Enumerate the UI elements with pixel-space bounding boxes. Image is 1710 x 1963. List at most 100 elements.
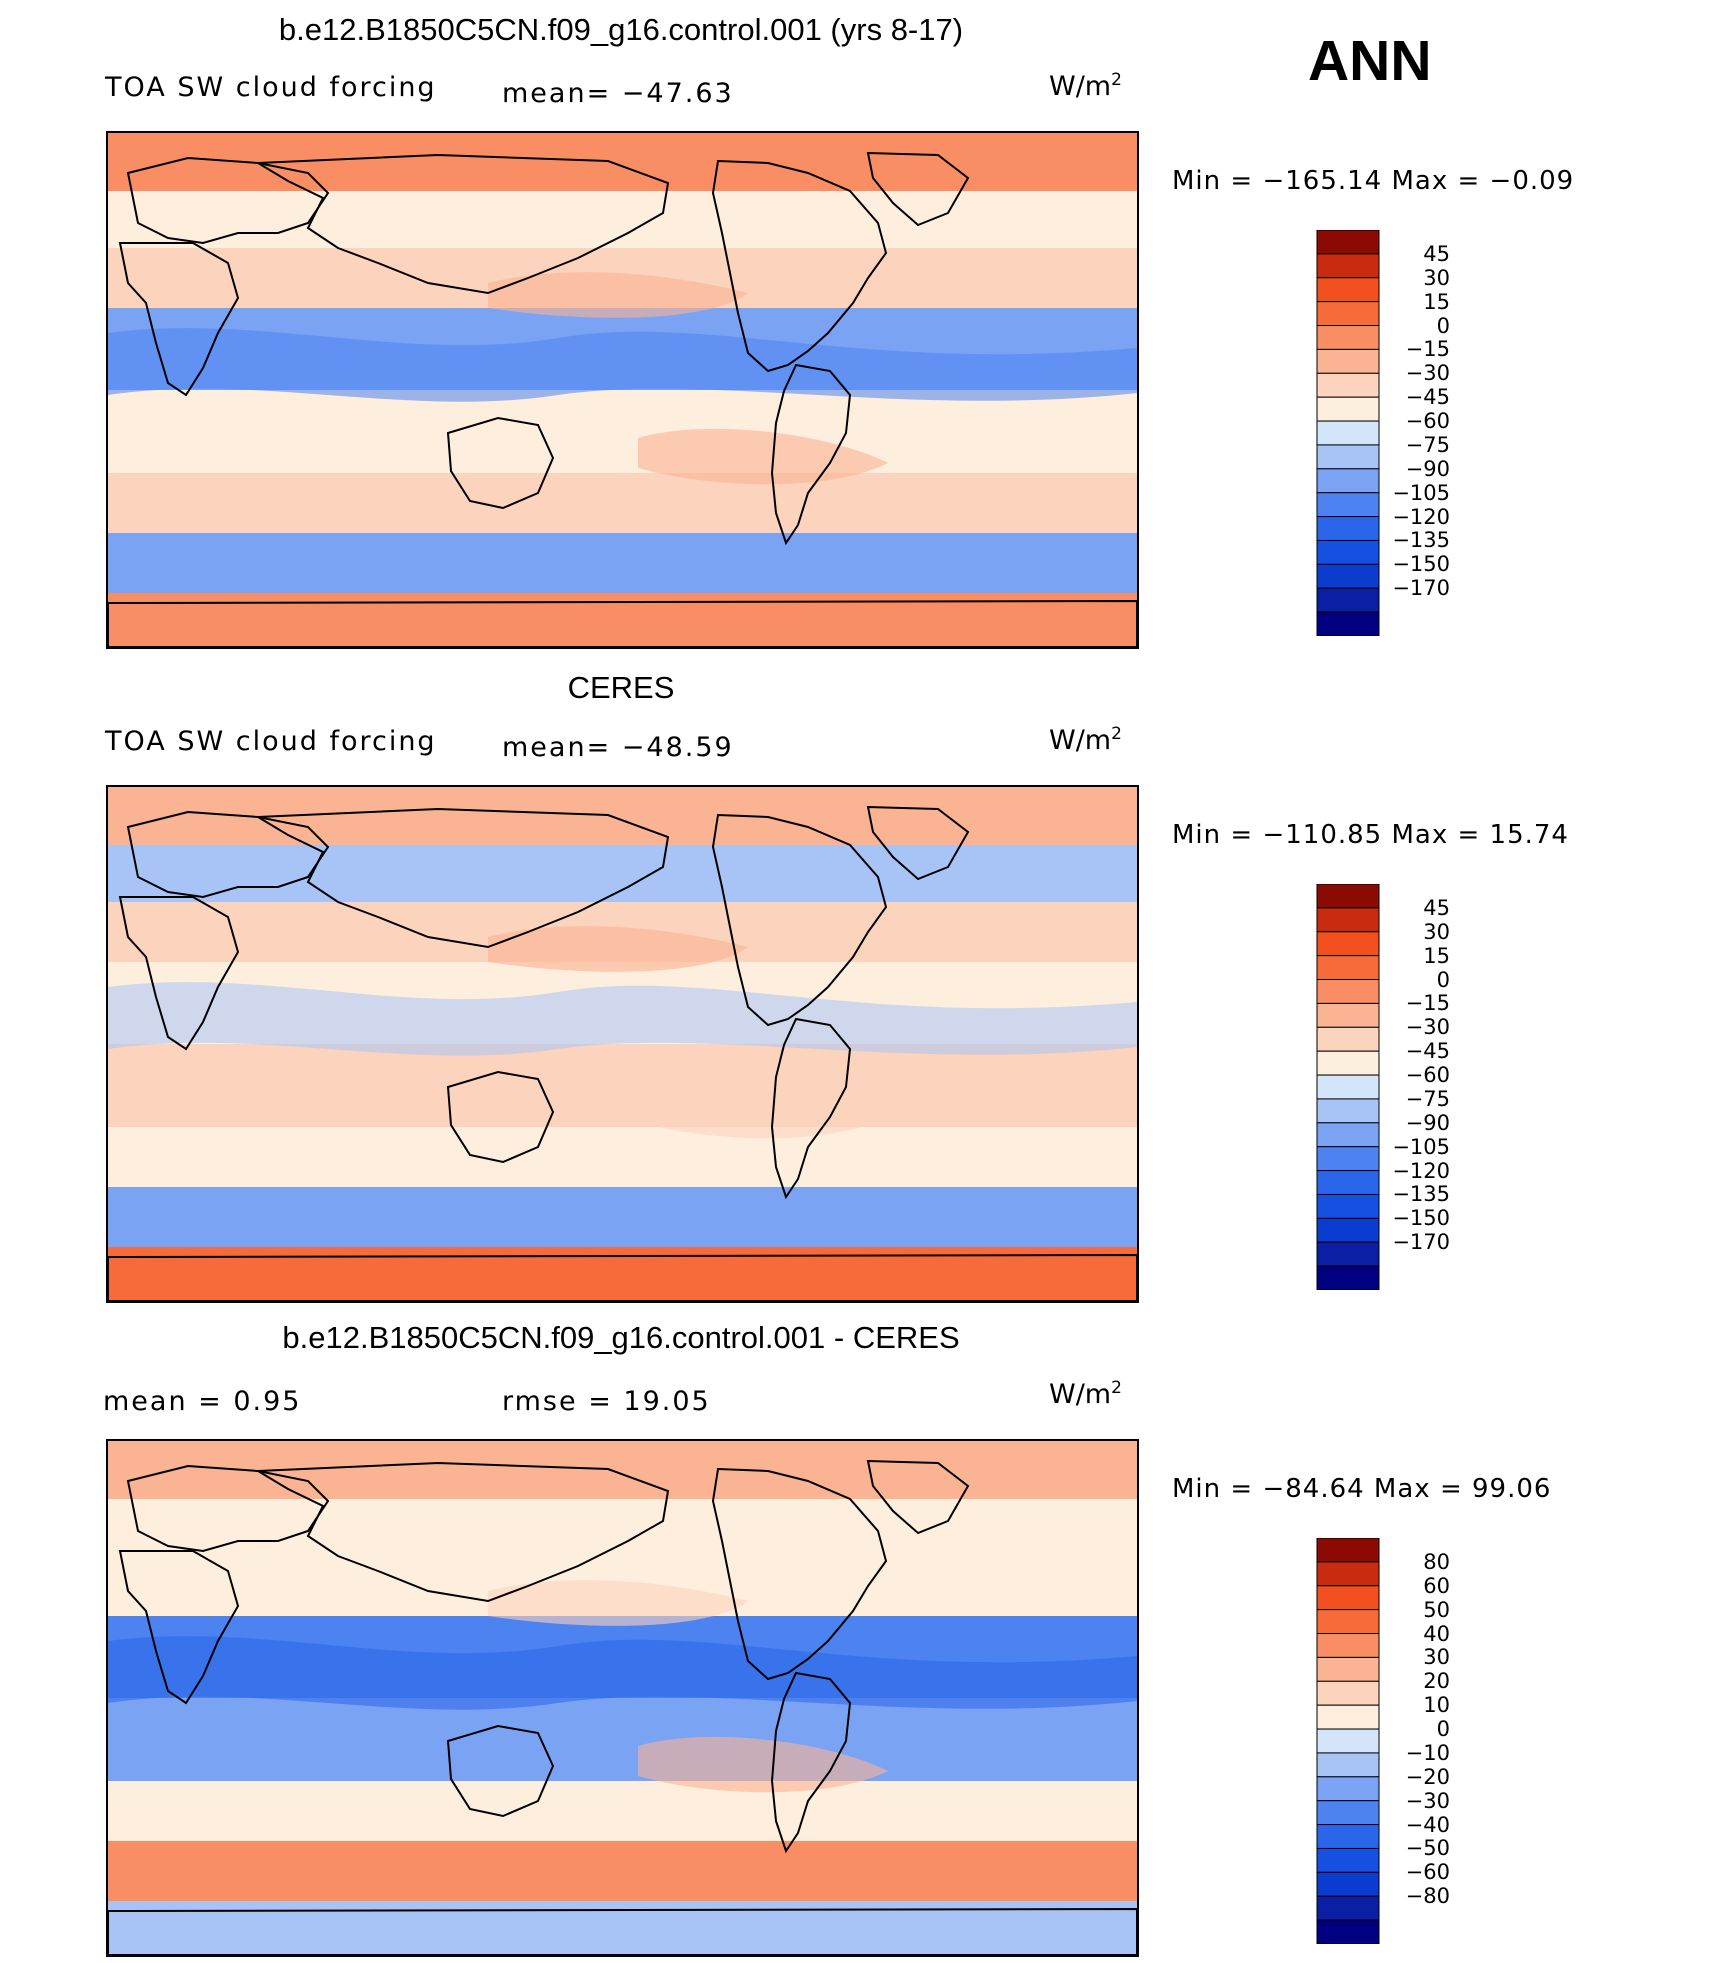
africa-coastline: [118, 896, 240, 1051]
colorbar-label: −45: [1405, 385, 1450, 410]
colorbar-swatch: [1316, 1776, 1380, 1802]
colorbar-swatch: [1316, 907, 1380, 933]
colorbar-label: −75: [1405, 432, 1450, 457]
zone-band-0-20s: [108, 390, 1137, 473]
colorbar-label: −10: [1405, 1740, 1450, 1765]
zone-band-40-60s: [108, 533, 1137, 593]
panel-3-units: W/m2: [1049, 1378, 1122, 1410]
south-america-coastline: [770, 1671, 852, 1854]
colorbar-swatch: [1316, 492, 1380, 518]
panel-3-minmax: Min = −84.64 Max = 99.06: [1172, 1474, 1552, 1504]
panel-3-mean-label: mean = 0.95: [103, 1386, 302, 1417]
colorbar-swatch: [1316, 979, 1380, 1004]
africa-coastline: [118, 1550, 240, 1705]
panel-2-map: [106, 785, 1139, 1303]
colorbar-swatch: [1316, 884, 1380, 909]
colorbar-swatch: [1316, 1609, 1380, 1635]
south-america-coastline: [770, 363, 852, 546]
colorbar-label: −50: [1405, 1836, 1450, 1861]
zone-band-0-20s: [108, 1044, 1137, 1127]
asia-coastline: [254, 807, 670, 949]
colorbar-swatch: [1316, 396, 1380, 422]
australia-coastline: [446, 416, 555, 510]
colorbar-label: 0: [1436, 1717, 1450, 1742]
panel-1-map-svg: [108, 133, 1137, 647]
colorbar-swatch: [1316, 1680, 1380, 1706]
colorbar-label: −105: [1392, 1134, 1450, 1159]
colorbar-label: 30: [1423, 919, 1450, 944]
colorbar-label: 45: [1423, 895, 1450, 920]
zone-band-20-40s: [108, 1781, 1137, 1841]
colorbar-swatch: [1316, 1098, 1380, 1124]
colorbar-label: −30: [1405, 361, 1450, 386]
colorbar-swatch: [1316, 1919, 1380, 1944]
colorbar-swatch: [1316, 1122, 1380, 1148]
colorbar-swatch: [1316, 372, 1380, 398]
colorbar-svg: [1316, 1538, 1380, 1944]
colorbar-label: −60: [1405, 1063, 1450, 1088]
colorbar-swatch: [1316, 1704, 1380, 1730]
zone-band-40-60s: [108, 1187, 1137, 1247]
colorbar-label: 10: [1423, 1693, 1450, 1718]
colorbar-swatch: [1316, 1561, 1380, 1587]
colorbar-swatch: [1316, 1241, 1380, 1267]
colorbar-swatch: [1316, 253, 1380, 279]
colorbar-label: −135: [1392, 528, 1450, 553]
colorbar-label: 0: [1436, 967, 1450, 992]
colorbar-swatch: [1316, 1002, 1380, 1028]
colorbar-swatch: [1316, 1871, 1380, 1897]
colorbar-label: −60: [1405, 409, 1450, 434]
greenland-coastline: [866, 805, 970, 881]
europe-coastline: [126, 810, 330, 899]
subtropical-contour: [488, 272, 748, 318]
zone-band-0-20s: [108, 1698, 1137, 1781]
australia-coastline: [446, 1070, 555, 1164]
panel-2-colorbar: 45 30 15 0 −15 −30 −45 −60 −75 −90 −105 −120 −135 −15…: [1316, 884, 1450, 1290]
season-label: ANN: [1308, 29, 1432, 93]
panel-2-title: CERES: [567, 670, 675, 705]
panel-1-minmax: Min = −165.14 Max = −0.09: [1172, 166, 1575, 196]
subtropical-contour: [488, 926, 748, 972]
panel-2-mean-label: mean= −48.59: [502, 732, 734, 763]
colorbar-label: −15: [1405, 991, 1450, 1016]
colorbar-swatch: [1316, 1728, 1380, 1754]
panel-3-map: [106, 1439, 1139, 1957]
panel-1-map: [106, 131, 1139, 649]
north-america-coastline: [711, 1467, 888, 1681]
colorbar-swatch: [1316, 1265, 1380, 1290]
panel-3-colorbar: 80 60 50 40 30 20 10 0 −10 −20 −30 −40 −50 −60 −80: [1316, 1538, 1450, 1944]
colorbar-label: 60: [1423, 1573, 1450, 1598]
colorbar-swatch: [1316, 1538, 1380, 1563]
panel-3-rmse-label: rmse = 19.05: [502, 1386, 711, 1417]
colorbar-label: −120: [1392, 504, 1450, 529]
colorbar-swatch: [1316, 1585, 1380, 1611]
colorbar-swatch: [1316, 1895, 1380, 1921]
europe-coastline: [126, 1464, 330, 1553]
panel-1-mean-label: mean= −47.63: [502, 78, 734, 109]
greenland-coastline: [866, 151, 970, 227]
colorbar-label: −90: [1405, 1110, 1450, 1135]
colorbar-label: −40: [1405, 1812, 1450, 1837]
colorbar-swatch: [1316, 1824, 1380, 1849]
colorbar-label: −60: [1405, 1860, 1450, 1885]
colorbar-label: −80: [1405, 1884, 1450, 1909]
colorbar-label: 30: [1423, 1645, 1450, 1670]
australia-coastline: [446, 1724, 555, 1818]
colorbar-swatch: [1316, 1026, 1380, 1052]
colorbar-swatch: [1316, 539, 1380, 565]
colorbar-swatch: [1316, 1146, 1380, 1172]
asia-coastline: [254, 153, 670, 295]
zone-band-40-60n: [108, 1499, 1137, 1556]
panel-3-title: b.e12.B1850C5CN.f09_g16.control.001 - CE…: [282, 1320, 960, 1355]
north-america-coastline: [711, 813, 888, 1027]
colorbar-label: 30: [1423, 265, 1450, 290]
colorbar-swatch: [1316, 325, 1380, 350]
panel-2-units: W/m2: [1049, 724, 1122, 756]
colorbar-swatch: [1316, 611, 1380, 636]
zone-band-40-60s: [108, 1841, 1137, 1901]
colorbar-label: −30: [1405, 1788, 1450, 1813]
panel-1-units: W/m2: [1049, 70, 1122, 102]
colorbar-label: −135: [1392, 1182, 1450, 1207]
colorbar-label: −120: [1392, 1158, 1450, 1183]
panel-3-map-svg: [108, 1441, 1137, 1955]
